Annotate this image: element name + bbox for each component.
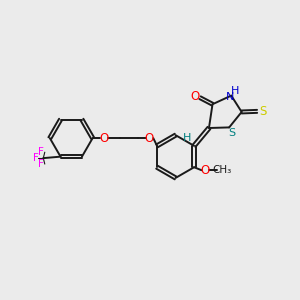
Text: O: O bbox=[145, 132, 154, 145]
Text: O: O bbox=[99, 132, 109, 145]
Text: N: N bbox=[226, 92, 234, 102]
Text: S: S bbox=[228, 128, 235, 138]
Text: H: H bbox=[183, 134, 192, 143]
Text: O: O bbox=[191, 90, 200, 103]
Text: H: H bbox=[231, 86, 239, 96]
Text: F: F bbox=[38, 147, 44, 157]
Text: O: O bbox=[200, 164, 210, 177]
Text: S: S bbox=[259, 105, 266, 118]
Text: F: F bbox=[33, 153, 38, 163]
Text: CH₃: CH₃ bbox=[213, 165, 232, 175]
Text: F: F bbox=[38, 159, 44, 169]
